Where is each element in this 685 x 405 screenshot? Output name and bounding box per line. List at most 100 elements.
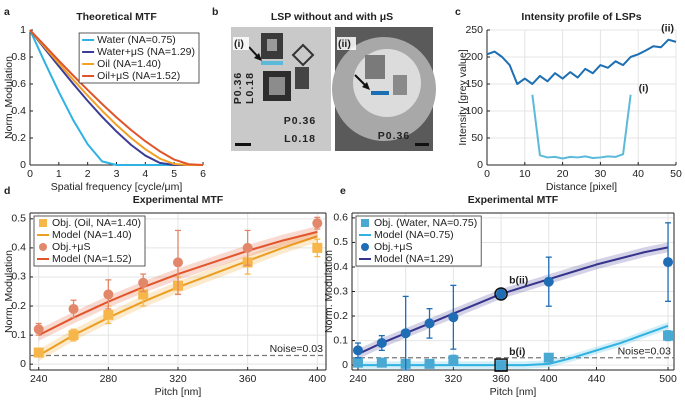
- chart-title: Experimental MTF: [468, 194, 559, 206]
- data-point: [138, 289, 149, 300]
- x-axis-label: Pitch [nm]: [490, 386, 537, 398]
- x-tick-label: 440: [588, 373, 606, 385]
- x-tick-label: 2: [85, 168, 91, 180]
- y-tick-label: 250: [465, 24, 483, 36]
- x-axis-label: Pitch [nm]: [155, 386, 202, 398]
- x-axis-label: Spatial frequency [cycle/μm]: [51, 181, 183, 193]
- y-tick-label: 0: [20, 358, 26, 370]
- noise-label: Noise=0.03: [270, 343, 324, 355]
- data-point: [400, 328, 411, 339]
- chart-title: LSP without and with μS: [271, 11, 393, 23]
- arrow-head: [254, 53, 262, 61]
- y-tick-label: 0.3: [333, 285, 348, 297]
- y-tick-label: 200: [465, 51, 483, 63]
- image-text: L0.18: [244, 72, 256, 104]
- legend: Obj. (Water, NA=0.75)Model (NA=0.75)Obj.…: [355, 215, 482, 267]
- y-tick-label: 0.6: [333, 212, 348, 224]
- legend-label: Obj.+μS: [374, 241, 412, 253]
- data-point: [352, 357, 363, 368]
- x-tick-label: 400: [309, 373, 327, 385]
- image-text: P0.36: [232, 72, 244, 104]
- y-axis-label: Norm. Modulation: [3, 56, 15, 139]
- x-tick-label: 5: [171, 168, 177, 180]
- series-line: [531, 94, 632, 160]
- y-tick-label: 0: [342, 359, 348, 371]
- y-tick-label: 150: [465, 78, 483, 90]
- y-tick-label: 0.5: [333, 236, 348, 248]
- legend-label: Obj. (Oil, NA=1.40): [52, 217, 141, 229]
- legend-label: Model (NA=0.75): [374, 229, 454, 241]
- y-tick-label: 0.6: [11, 78, 26, 90]
- legend-label: Water+μS (NA=1.29): [97, 46, 195, 58]
- y-tick-label: 1: [20, 24, 26, 36]
- image-label: (i): [234, 38, 244, 50]
- pattern: [295, 67, 309, 89]
- legend: Water (NA=0.75)Water+μS (NA=1.29)Oil (NA…: [78, 32, 200, 84]
- data-point: [496, 288, 507, 299]
- legend-label: Obj. (Water, NA=0.75): [374, 217, 477, 229]
- image-label-bg: [337, 37, 356, 50]
- x-tick-label: 1: [56, 168, 62, 180]
- x-tick-label: 40: [632, 168, 644, 180]
- series-line: [29, 29, 203, 166]
- annotation: b(i): [509, 346, 525, 358]
- chart-title: Theoretical MTF: [76, 11, 157, 23]
- data-point: [138, 277, 149, 288]
- x-tick-label: 4: [142, 168, 148, 180]
- data-point: [173, 257, 183, 268]
- annotation-marker: [494, 287, 508, 301]
- panel-label: a: [4, 6, 10, 18]
- pattern: [291, 43, 315, 67]
- x-tick-label: 20: [557, 168, 569, 180]
- pattern: [393, 75, 407, 95]
- data-point: [312, 218, 323, 229]
- arrow-head: [362, 82, 370, 90]
- image-text: L0.18: [284, 133, 316, 145]
- y-tick-label: 0.8: [11, 51, 26, 63]
- chart-title: Intensity profile of LSPs: [521, 11, 641, 23]
- x-tick-label: 360: [492, 373, 510, 385]
- annotation: b(ii): [509, 275, 528, 287]
- scale-bar: [415, 143, 429, 146]
- x-tick-label: 10: [519, 168, 531, 180]
- y-axis-label: Intensity [grey value]: [457, 49, 469, 145]
- y-tick-label: 100: [465, 105, 483, 117]
- y-tick-label: 0.4: [11, 242, 26, 254]
- legend-label: Oil (NA=1.40): [97, 58, 161, 70]
- image-label-bg: [233, 37, 249, 50]
- panel-label: e: [340, 185, 346, 197]
- image-text: P0.36: [378, 130, 410, 142]
- panel-label: c: [455, 6, 461, 18]
- pattern: [267, 39, 277, 51]
- y-tick-label: 0.5: [11, 213, 26, 225]
- x-tick-label: 280: [397, 373, 415, 385]
- y-tick-label: 0.1: [333, 334, 348, 346]
- image-text: P0.36: [284, 115, 316, 127]
- legend-swatch: [361, 219, 369, 227]
- x-tick-label: 240: [349, 373, 367, 385]
- pattern: [269, 77, 285, 95]
- x-tick-label: 30: [595, 168, 607, 180]
- series-label: (ii): [661, 23, 674, 35]
- y-tick-label: 0.4: [333, 261, 348, 273]
- series-line: [29, 29, 204, 166]
- data-point: [68, 303, 79, 314]
- y-tick-label: 0.1: [11, 329, 26, 341]
- data-point: [242, 242, 253, 253]
- y-tick-label: 0.4: [11, 105, 26, 117]
- data-point: [663, 330, 674, 341]
- data-point: [103, 289, 114, 300]
- y-tick-label: 0: [477, 159, 483, 171]
- legend-box: [355, 215, 482, 267]
- legend-label: Model (NA=1.52): [52, 253, 132, 265]
- legend-label: Oil+μS (NA=1.52): [97, 70, 180, 82]
- pattern: [365, 55, 385, 79]
- x-tick-label: 320: [169, 373, 187, 385]
- legend-box: [78, 32, 200, 84]
- data-point: [376, 357, 387, 368]
- panel-label: b: [212, 6, 218, 18]
- x-tick-label: 0: [27, 168, 33, 180]
- legend-swatch: [39, 219, 47, 227]
